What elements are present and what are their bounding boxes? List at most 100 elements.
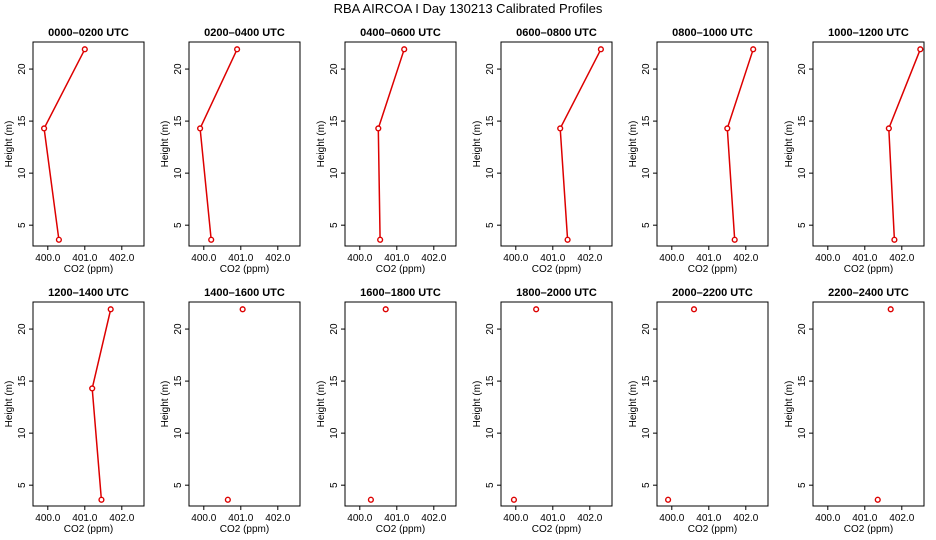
panel-1-series-line — [43, 48, 86, 240]
panel-2-y-tick-label-1: 10 — [173, 167, 184, 179]
panel-7-x-axis-label: CO2 (ppm) — [64, 524, 113, 535]
panel-7-data-point-2 — [98, 496, 105, 503]
panel-6-plot-frame — [812, 41, 925, 247]
panel-7-title: 1200–1400 UTC — [48, 287, 129, 299]
panel-6-x-axis-label: CO2 (ppm) — [844, 264, 893, 275]
panel-5-y-axis-label: Height (m) — [628, 121, 639, 168]
panel-8-x-axis-label: CO2 (ppm) — [220, 524, 269, 535]
panel-11-data-point-0 — [690, 306, 698, 313]
panel-8-y-tick-label-0: 5 — [173, 482, 184, 488]
panel-5-y-tick-label-2: 15 — [641, 115, 652, 127]
panel-3-series-line — [377, 49, 405, 240]
panel-7-plot-frame — [32, 301, 145, 507]
panel-12-y-tick-label-3: 20 — [797, 323, 808, 335]
panel-6-y-tick-label-3: 20 — [797, 63, 808, 75]
panel-10-x-tick-label-0: 400.0 — [503, 513, 528, 524]
panel-12-y-axis-label: Height (m) — [784, 381, 795, 428]
panel-9-y-tick-label-1: 10 — [329, 427, 340, 439]
panel-9-plot-frame — [344, 301, 457, 507]
panel-4-data-point-0 — [597, 46, 605, 53]
panel-4-x-axis-label: CO2 (ppm) — [532, 264, 581, 275]
panel-6-x-tick-label-2: 402.0 — [889, 253, 914, 264]
panel-2-x-tick-label-2: 402.0 — [265, 253, 290, 264]
panel-4-x-tick-label-2: 402.0 — [577, 253, 602, 264]
panel-3-x-tick-label-1: 401.0 — [384, 253, 409, 264]
panel-3-data-point-2 — [377, 236, 384, 243]
panel-3-title: 0400–0600 UTC — [360, 27, 441, 39]
panel-11-y-axis-label: Height (m) — [628, 381, 639, 428]
panel-4-y-tick-label-2: 15 — [485, 115, 496, 127]
panel-12-y-tick-label-0: 5 — [797, 482, 808, 488]
panel-12-y-tick-label-1: 10 — [797, 427, 808, 439]
panel-3-plot-frame — [344, 41, 457, 247]
panel-5-y-tick-label-0: 5 — [641, 222, 652, 228]
panel-12-x-tick-label-2: 402.0 — [889, 513, 914, 524]
panel-3-data-point-1 — [375, 125, 382, 132]
panel-7-x-tick-label-2: 402.0 — [109, 513, 134, 524]
panel-1-x-tick-label-1: 401.0 — [72, 253, 97, 264]
panel-2-y-tick-label-2: 15 — [173, 115, 184, 127]
panel-12-x-axis-label: CO2 (ppm) — [844, 524, 893, 535]
panel-5-data-point-1 — [724, 125, 731, 132]
panel-12-x-tick-label-1: 401.0 — [852, 513, 877, 524]
panel-7-series-line — [91, 309, 112, 500]
panel-8-title: 1400–1600 UTC — [204, 287, 285, 299]
panel-4-y-tick-label-1: 10 — [485, 167, 496, 179]
panel-4-y-tick-label-3: 20 — [485, 63, 496, 75]
panel-10-x-axis-label: CO2 (ppm) — [532, 524, 581, 535]
panel-5-data-point-2 — [731, 236, 738, 243]
panel-11-y-tick-label-3: 20 — [641, 323, 652, 335]
panel-10-data-point-0 — [533, 306, 540, 313]
panel-6-x-tick-label-1: 401.0 — [852, 253, 877, 264]
panel-11-title: 2000–2200 UTC — [672, 287, 753, 299]
panel-2-plot-frame — [188, 41, 301, 247]
panel-4-series-line — [559, 48, 602, 240]
panel-12-data-point-0 — [887, 306, 894, 313]
panel-11-plot-frame — [656, 301, 769, 507]
panel-3-x-axis-label: CO2 (ppm) — [376, 264, 425, 275]
panel-1-data-point-0 — [81, 46, 88, 53]
panel-8-x-tick-label-2: 402.0 — [265, 513, 290, 524]
panel-7-data-point-1 — [89, 385, 96, 392]
panel-8-x-tick-label-1: 401.0 — [228, 513, 253, 524]
panel-8-y-tick-label-2: 15 — [173, 375, 184, 387]
panel-8-y-axis-label: Height (m) — [160, 381, 171, 428]
panel-3-x-tick-label-0: 400.0 — [347, 253, 372, 264]
panel-8-y-tick-label-1: 10 — [173, 427, 184, 439]
panel-10-y-tick-label-3: 20 — [485, 323, 496, 335]
panel-4-x-tick-label-1: 401.0 — [540, 253, 565, 264]
panel-2-x-tick-label-0: 400.0 — [191, 253, 216, 264]
panel-11-x-axis-label: CO2 (ppm) — [688, 524, 737, 535]
panel-1-y-axis-label: Height (m) — [4, 121, 15, 168]
panel-5-title: 0800–1000 UTC — [672, 27, 753, 39]
panel-3-x-tick-label-2: 402.0 — [421, 253, 446, 264]
panel-3-y-axis-label: Height (m) — [316, 121, 327, 168]
panel-7-y-axis-label: Height (m) — [4, 381, 15, 428]
panel-10-y-tick-label-2: 15 — [485, 375, 496, 387]
panel-8-y-tick-label-3: 20 — [173, 323, 184, 335]
panel-12-x-tick-label-0: 400.0 — [815, 513, 840, 524]
panel-6-data-point-1 — [885, 125, 892, 132]
panel-11-y-tick-label-2: 15 — [641, 375, 652, 387]
panel-9-title: 1600–1800 UTC — [360, 287, 441, 299]
panel-6-title: 1000–1200 UTC — [828, 27, 909, 39]
panel-5-x-tick-label-1: 401.0 — [696, 253, 721, 264]
panel-1-x-axis-label: CO2 (ppm) — [64, 264, 113, 275]
panel-11-y-tick-label-0: 5 — [641, 482, 652, 488]
panel-6-y-tick-label-0: 5 — [797, 222, 808, 228]
panel-9-x-tick-label-1: 401.0 — [384, 513, 409, 524]
panel-1-plot-frame — [32, 41, 145, 247]
panel-1-y-tick-label-0: 5 — [17, 222, 28, 228]
panel-4-plot-frame — [500, 41, 613, 247]
panel-4-title: 0600–0800 UTC — [516, 27, 597, 39]
panel-7-y-tick-label-2: 15 — [17, 375, 28, 387]
panel-7-y-tick-label-3: 20 — [17, 323, 28, 335]
panel-2-title: 0200–0400 UTC — [204, 27, 285, 39]
panel-8-x-tick-label-0: 400.0 — [191, 513, 216, 524]
panel-9-data-point-1 — [367, 496, 375, 503]
panel-6-x-tick-label-0: 400.0 — [815, 253, 840, 264]
panel-11-x-tick-label-1: 401.0 — [696, 513, 721, 524]
panel-6-y-tick-label-1: 10 — [797, 167, 808, 179]
panel-1-data-point-1 — [40, 125, 48, 132]
panel-11-y-tick-label-1: 10 — [641, 427, 652, 439]
